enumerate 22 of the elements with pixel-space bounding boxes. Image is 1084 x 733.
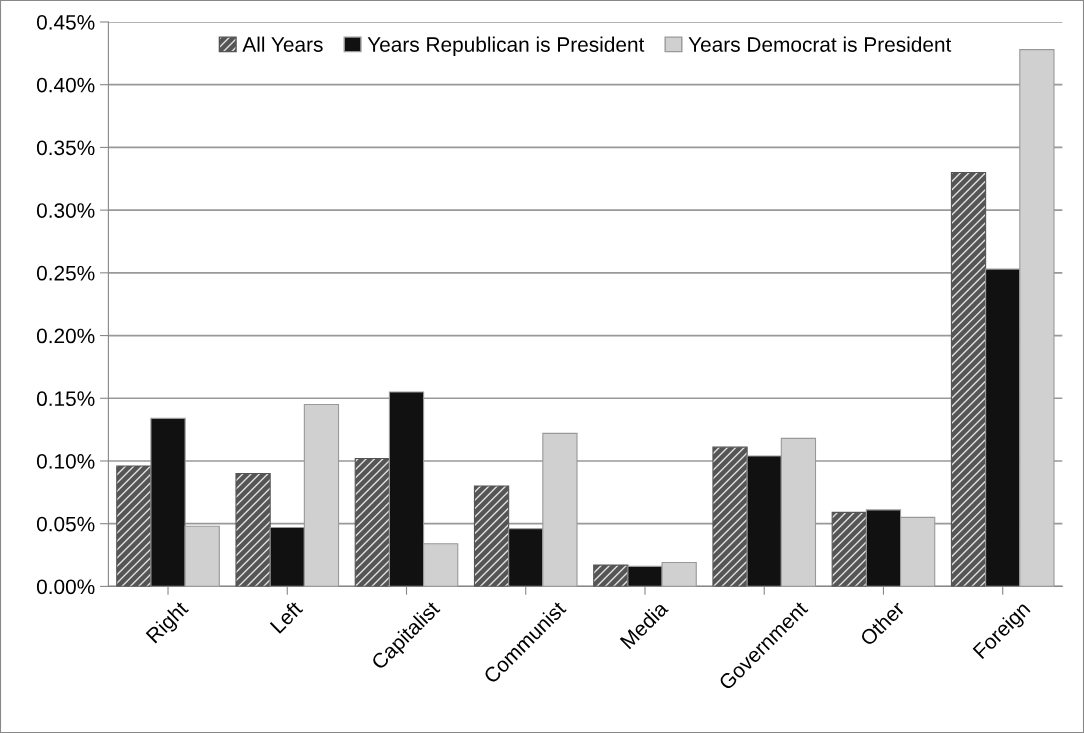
bar (950, 171, 987, 587)
y-tick-label: 0.15% (36, 391, 95, 407)
y-tick-label: 0.10% (36, 453, 95, 469)
bar (831, 511, 867, 587)
y-tick-label: 0.05% (36, 516, 95, 532)
bar (473, 485, 510, 587)
bar (116, 465, 152, 587)
bar (354, 457, 390, 587)
y-tick-label: 0.45% (36, 14, 95, 30)
y-tick-label: 0.00% (36, 579, 95, 595)
y-tick-label: 0.40% (36, 77, 95, 93)
y-tick-label: 0.30% (36, 203, 95, 218)
bar (712, 446, 748, 587)
x-tick-label: Left (269, 599, 304, 634)
y-tick-label: 0.35% (36, 140, 95, 156)
bar (593, 564, 629, 587)
y-tick-label: 0.20% (36, 328, 95, 344)
bar (235, 472, 271, 587)
legend-label: Years Republican is President (367, 36, 645, 56)
y-tick-label: 0.25% (36, 265, 95, 281)
legend-label: All Years (242, 36, 323, 52)
legend-label: Years Democrat is President (688, 36, 952, 52)
